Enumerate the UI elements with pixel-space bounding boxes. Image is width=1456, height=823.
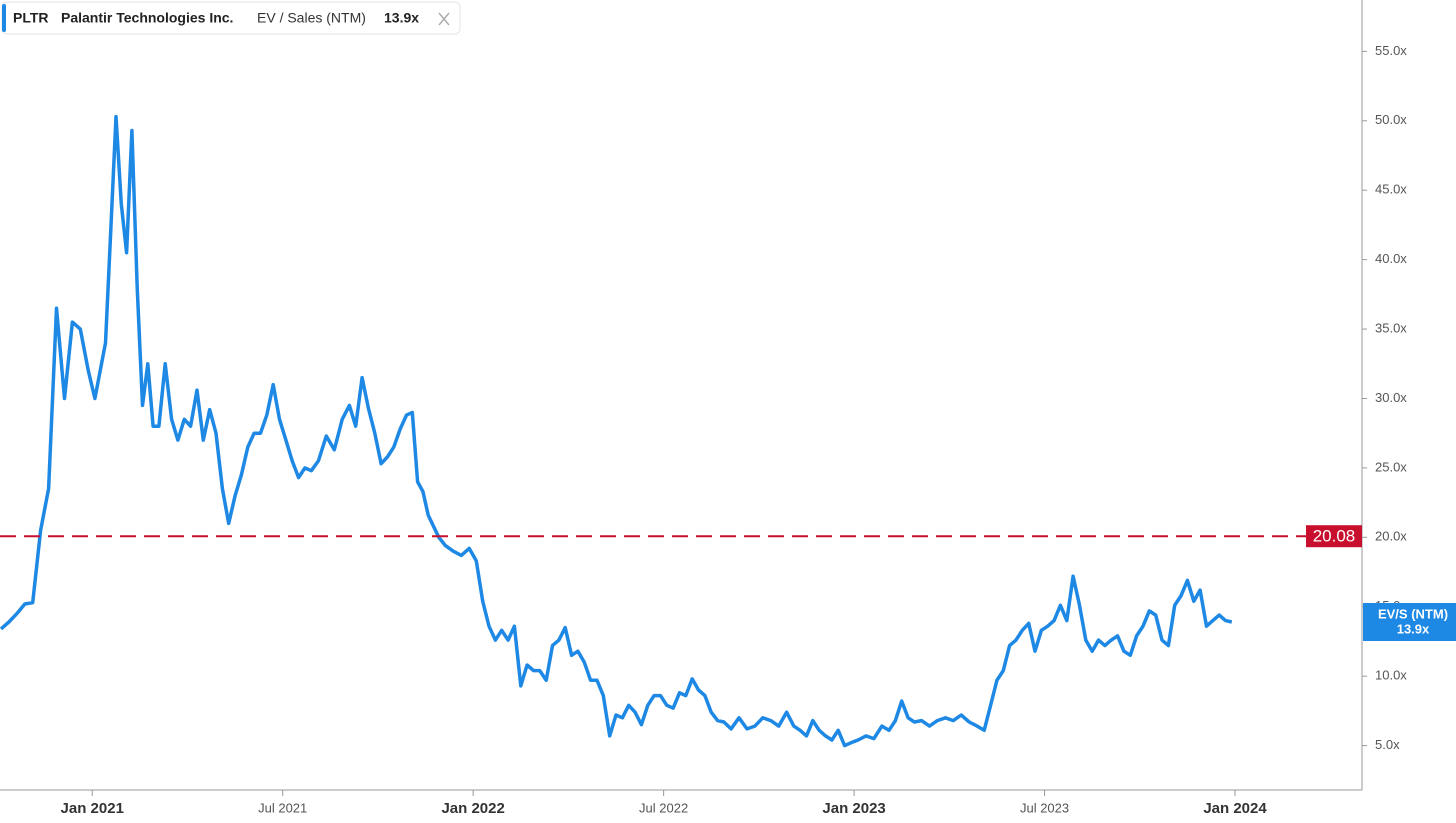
legend-color: [2, 4, 6, 32]
y-tick-label: 30.0x: [1375, 390, 1407, 405]
x-tick-label: Jul 2022: [639, 800, 688, 815]
y-tick-label: 50.0x: [1375, 112, 1407, 127]
x-tick-label: Jan 2022: [441, 800, 504, 817]
y-tick-label: 20.0x: [1375, 529, 1407, 544]
ticker: PLTR: [13, 10, 49, 26]
reference-label: 20.08: [1313, 527, 1356, 546]
reference-label-bg: [1306, 525, 1362, 548]
y-tick-label: 25.0x: [1375, 459, 1407, 474]
y-tick-label: 55.0x: [1375, 43, 1407, 58]
y-tick-label: 35.0x: [1375, 320, 1407, 335]
y-tick-label: 5.0x: [1375, 737, 1400, 752]
y-tick-label: 10.0x: [1375, 668, 1407, 683]
y-tick-label: 45.0x: [1375, 182, 1407, 197]
x-tick-label: Jul 2021: [258, 800, 307, 815]
x-tick-label: Jan 2021: [61, 800, 124, 817]
metric: EV / Sales (NTM): [257, 10, 366, 26]
line: [0, 114, 1233, 748]
x-tick-label: Jan 2023: [822, 800, 885, 817]
y-tick-label: 40.0x: [1375, 251, 1407, 266]
x-tick-label: Jul 2023: [1020, 800, 1069, 815]
badge-name: EV/S (NTM): [1378, 606, 1448, 621]
last-value: 13.9x: [384, 10, 419, 26]
last-badge: [1363, 603, 1456, 641]
badge-value: 13.9x: [1397, 621, 1430, 636]
close-icon[interactable]: [438, 12, 450, 26]
company: Palantir Technologies Inc.: [61, 10, 233, 26]
x-tick-label: Jan 2024: [1203, 800, 1267, 817]
